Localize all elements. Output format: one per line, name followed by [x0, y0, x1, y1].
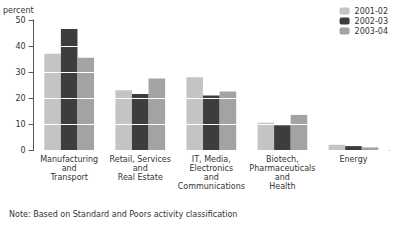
svg-text:Real Estate: Real Estate: [118, 173, 163, 182]
svg-text:IT, Media,: IT, Media,: [192, 155, 231, 164]
svg-text:0: 0: [21, 146, 26, 155]
svg-text:and: and: [133, 164, 148, 173]
svg-text:2003-04: 2003-04: [355, 27, 388, 36]
svg-text:Pharmaceuticals: Pharmaceuticals: [249, 164, 315, 173]
svg-text:30: 30: [15, 68, 25, 77]
svg-text:40: 40: [15, 42, 25, 51]
svg-text:Electronics: Electronics: [190, 164, 234, 173]
svg-text:Note: Based on Standard and Po: Note: Based on Standard and Poors activi…: [9, 210, 237, 219]
svg-text:Biotech,: Biotech,: [266, 155, 299, 164]
svg-text:20: 20: [15, 94, 25, 103]
svg-text:Health: Health: [269, 182, 295, 191]
svg-text:10: 10: [15, 120, 25, 129]
svg-text:Transport: Transport: [49, 173, 88, 182]
svg-text:2001-02: 2001-02: [355, 7, 388, 16]
svg-text:percent: percent: [3, 6, 34, 15]
svg-text:2002-03: 2002-03: [355, 17, 388, 26]
svg-text:and: and: [275, 173, 290, 182]
svg-text:Retail, Services: Retail, Services: [110, 155, 171, 164]
svg-text:and: and: [204, 173, 219, 182]
svg-text:Energy: Energy: [339, 155, 367, 164]
svg-text:Manufacturing: Manufacturing: [40, 155, 98, 164]
svg-text:and: and: [62, 164, 77, 173]
svg-text:Communications: Communications: [178, 182, 245, 191]
svg-text:50: 50: [15, 16, 25, 25]
